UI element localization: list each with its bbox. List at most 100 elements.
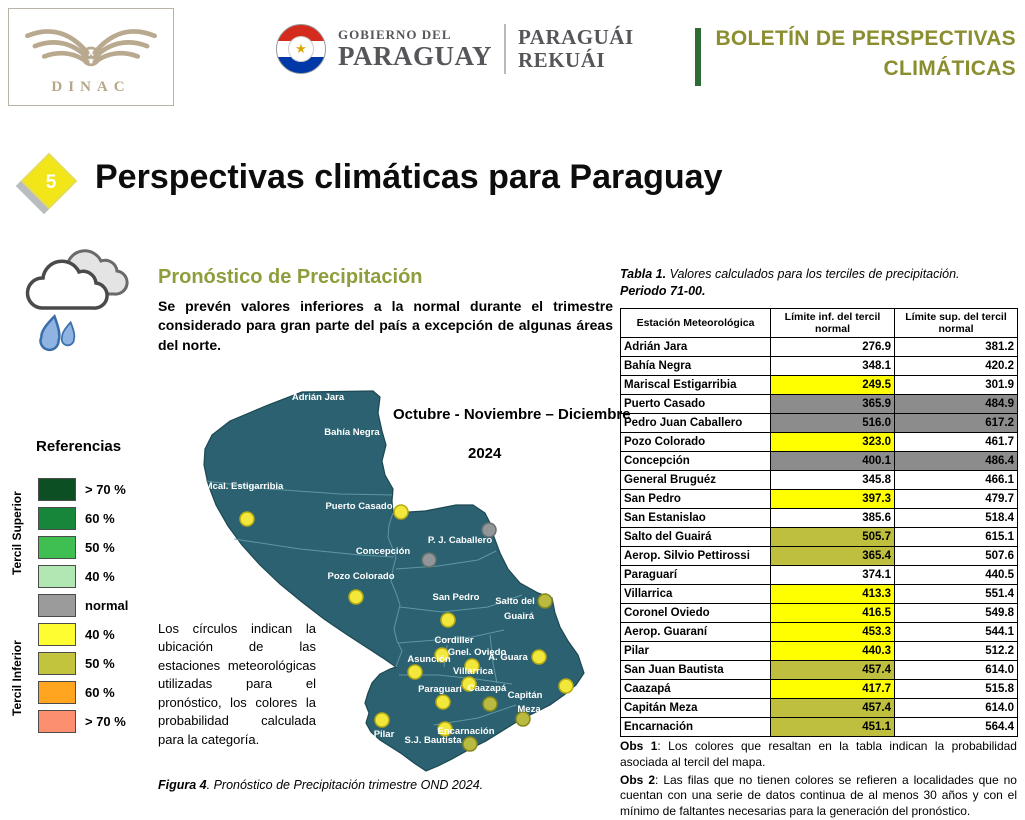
- station-circle: [435, 694, 451, 710]
- limit-inf-cell: 400.1: [770, 451, 895, 472]
- limit-inf-cell: 416.5: [770, 603, 895, 624]
- station-name-cell: General Bruguéz: [620, 470, 771, 491]
- table-row: San Pedro 397.3 479.7: [620, 489, 1018, 510]
- obs2-text: : Las filas que no tienen colores se ref…: [620, 772, 1017, 819]
- bulletin-title-block: BOLETÍN DE PERSPECTIVAS CLIMÁTICAS: [600, 24, 1016, 86]
- table-row: Villarrica 413.3 551.4: [620, 584, 1018, 605]
- limit-sup-cell: 466.1: [894, 470, 1018, 491]
- legend-item: 40 %: [38, 623, 128, 646]
- limit-inf-cell: 516.0: [770, 413, 895, 434]
- limit-sup-cell: 614.0: [894, 698, 1018, 719]
- legend-item: 60 %: [38, 507, 128, 530]
- legend-label: normal: [85, 598, 129, 613]
- table-row: Aerop. Guaraní 453.3 544.1: [620, 622, 1018, 643]
- table-row: San Estanislao 385.6 518.4: [620, 508, 1018, 529]
- station-name-cell: Puerto Casado: [620, 394, 771, 415]
- limit-sup-cell: 420.2: [894, 356, 1018, 377]
- limit-inf-cell: 413.3: [770, 584, 895, 605]
- station-label: Cordiller: [434, 635, 473, 646]
- limit-inf-cell: 453.3: [770, 622, 895, 643]
- station-name-cell: Bahía Negra: [620, 356, 771, 377]
- station-label: Pilar: [374, 729, 395, 740]
- station-label: Paraguarí: [418, 684, 462, 695]
- limit-inf-cell: 365.9: [770, 394, 895, 415]
- table-row: Mariscal Estigarribia 249.5 301.9: [620, 375, 1018, 396]
- obs1: Obs 1: Los colores que resaltan en la ta…: [620, 739, 1017, 771]
- legend-swatch: [38, 594, 76, 617]
- station-name-cell: Aerop. Guaraní: [620, 622, 771, 643]
- station-circle: [482, 696, 498, 712]
- figure-label: Figura 4: [158, 778, 207, 792]
- station-name-cell: Mariscal Estigarribia: [620, 375, 771, 396]
- legend-label: 40 %: [85, 569, 115, 584]
- station-label: Caazapá: [468, 683, 507, 694]
- station-circle: [407, 664, 423, 680]
- limit-sup-cell: 544.1: [894, 622, 1018, 643]
- legend-swatch: [38, 507, 76, 530]
- limit-inf-cell: 397.3: [770, 489, 895, 510]
- limit-inf-cell: 457.4: [770, 660, 895, 681]
- legend-label: 60 %: [85, 685, 115, 700]
- tercil-inferior-label: Tercil Inferior: [10, 640, 24, 716]
- station-name-cell: Encarnación: [620, 717, 771, 738]
- rain-cloud-icon: [12, 248, 130, 375]
- station-label: Villarrica: [453, 666, 494, 677]
- legend-item: > 70 %: [38, 478, 128, 501]
- station-circle: [558, 678, 574, 694]
- circles-note: Los círculos indican la ubicación de las…: [158, 621, 316, 747]
- obs2-label: Obs 2: [620, 772, 655, 787]
- table-row: Paraguarí 374.1 440.5: [620, 565, 1018, 586]
- limit-sup-cell: 484.9: [894, 394, 1018, 415]
- station-name-cell: Caazapá: [620, 679, 771, 700]
- station-circle: [462, 736, 478, 752]
- station-name-cell: Pedro Juan Caballero: [620, 413, 771, 434]
- legend-swatch: [38, 623, 76, 646]
- limit-sup-cell: 615.1: [894, 527, 1018, 548]
- station-name-cell: Pilar: [620, 641, 771, 662]
- terciles-table-body: Adrián Jara 276.9 381.2 Bahía Negra 348.1 420…: [620, 337, 1018, 738]
- station-circle: [440, 612, 456, 628]
- figure-caption-text: . Pronóstico de Precipitación trimestre …: [206, 778, 484, 792]
- station-name-cell: San Juan Bautista: [620, 660, 771, 681]
- legend-item: 40 %: [38, 565, 128, 588]
- observations: Obs 1: Los colores que resaltan en la ta…: [620, 739, 1017, 820]
- terciles-table: Estación Meteorológica Límite inf. del t…: [620, 307, 1018, 738]
- limit-sup-cell: 617.2: [894, 413, 1018, 434]
- gobierno-line2: PARAGUAY: [338, 40, 493, 71]
- station-label: Meza: [517, 704, 541, 715]
- guarani-line1: PARAGUÁI: [518, 24, 634, 49]
- dinac-label: DINAC: [51, 78, 131, 95]
- station-circle: [239, 511, 255, 527]
- station-name-cell: Salto del Guairá: [620, 527, 771, 548]
- limit-sup-cell: 614.0: [894, 660, 1018, 681]
- header-limit-sup: Límite sup. del tercil normal: [894, 307, 1018, 339]
- station-circle: [374, 712, 390, 728]
- figure-caption: Figura 4. Pronóstico de Precipitación tr…: [158, 778, 483, 792]
- limit-inf-cell: 457.4: [770, 698, 895, 719]
- period-line1: Octubre - Noviembre – Diciembre: [393, 406, 631, 423]
- station-circle: [531, 649, 547, 665]
- obs1-label: Obs 1: [620, 739, 658, 753]
- legend-items: > 70 % 60 % 50 % 40 % normal 40 % 50 % 60 % > 70…: [38, 478, 128, 739]
- station-circle: [481, 522, 497, 538]
- station-label: S.J. Bautista: [404, 735, 462, 746]
- station-label: Puerto Casado: [325, 501, 392, 512]
- gobierno-wordmark: GOBIERNO DEL PARAGUAY: [338, 28, 492, 70]
- station-label: Guairá: [504, 611, 535, 622]
- paraguay-map-svg: Adrián Jara Bahía Negra Mcal. Estigarribia…: [203, 390, 585, 772]
- page-title: Perspectivas climáticas para Paraguay: [95, 158, 723, 196]
- table-row: Adrián Jara 276.9 381.2: [620, 337, 1018, 358]
- limit-sup-cell: 549.8: [894, 603, 1018, 624]
- station-label: Capitán: [508, 690, 543, 701]
- period-line2: 2024: [468, 445, 502, 462]
- station-circle: [437, 721, 453, 737]
- legend-item: 50 %: [38, 652, 128, 675]
- gobierno-line1: GOBIERNO DEL: [338, 27, 452, 42]
- table-row: General Bruguéz 345.8 466.1: [620, 470, 1018, 491]
- obs1-text: : Los colores que resaltan en la tabla i…: [620, 739, 1017, 769]
- table-row: Pedro Juan Caballero 516.0 617.2: [620, 413, 1018, 434]
- legend-label: 50 %: [85, 656, 115, 671]
- table-row: San Juan Bautista 457.4 614.0: [620, 660, 1018, 681]
- limit-sup-cell: 518.4: [894, 508, 1018, 529]
- legend-label: > 70 %: [85, 714, 126, 729]
